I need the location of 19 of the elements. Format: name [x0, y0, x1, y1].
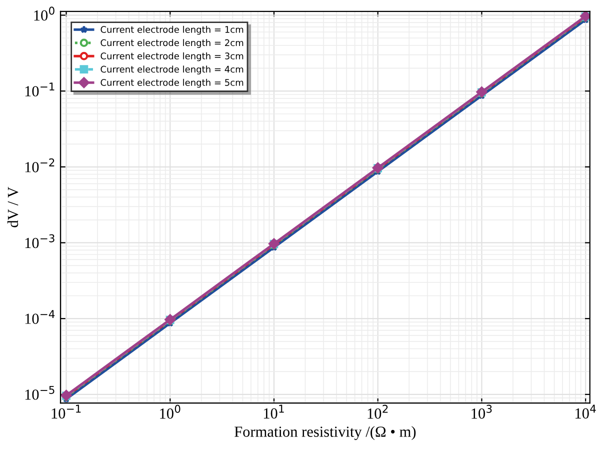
- y-tick-label: 10$^{−2}$: [25, 158, 54, 172]
- x-tick-label: 10$^{0}$: [160, 404, 180, 419]
- x-axis-title: Formation resistivity /(Ω • m): [234, 426, 416, 440]
- legend-label: Current electrode length = 3cm: [100, 52, 244, 62]
- legend-label: Current electrode length = 5cm: [100, 78, 244, 88]
- legend-label: Current electrode length = 2cm: [100, 39, 244, 48]
- y-tick-label: 10$^{−4}$: [25, 310, 55, 324]
- y-tick-label: 10$^{−1}$: [25, 82, 54, 96]
- x-tick-label: 10$^{2}$: [368, 404, 388, 419]
- legend-label: Current electrode length = 4cm: [100, 66, 244, 74]
- x-tick-label: 10$^{4}$: [576, 404, 596, 419]
- legend-label: Current electrode length = 1cm: [100, 26, 244, 35]
- y-axis-title: dV / V: [7, 186, 18, 228]
- y-tick-label: 10$^{0}$: [34, 6, 54, 21]
- x-tick-label: 10$^{−1}$: [52, 404, 81, 419]
- x-tick-label: 10$^{3}$: [472, 404, 492, 419]
- x-tick-label: 10$^{1}$: [264, 404, 284, 419]
- y-tick-label: 10$^{−5}$: [25, 386, 54, 400]
- y-tick-label: 10$^{−3}$: [25, 234, 54, 248]
